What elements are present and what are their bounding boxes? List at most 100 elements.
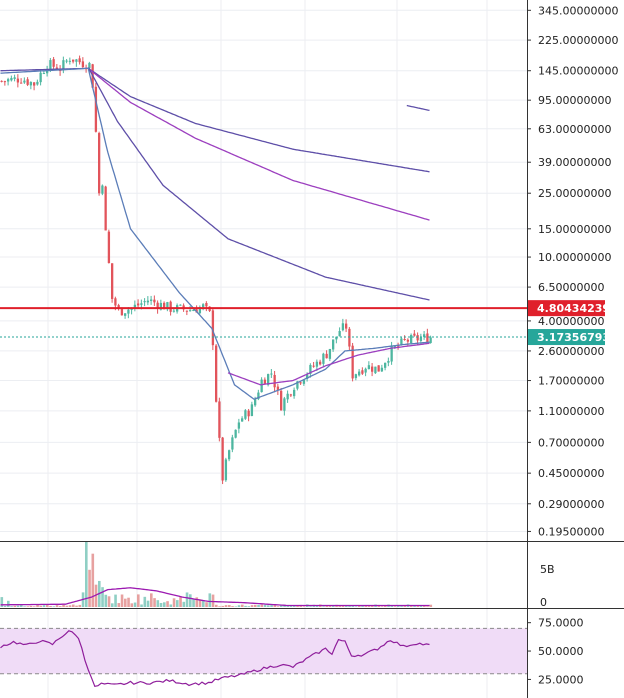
candle xyxy=(153,295,156,306)
volume-bar xyxy=(169,604,173,607)
candle xyxy=(426,328,429,344)
price-tick-label: 345.00000000 xyxy=(538,4,618,17)
volume-bar xyxy=(348,605,351,607)
candle xyxy=(62,56,65,74)
candle xyxy=(283,396,286,416)
candle xyxy=(124,313,127,319)
volume-bar xyxy=(244,605,247,607)
candle xyxy=(68,57,72,65)
price-axis: 345.00000000 225.00000000 145.00000000 95.0… xyxy=(527,4,618,686)
volume-bar xyxy=(46,604,49,607)
volume-bar xyxy=(150,593,153,607)
volume-bar xyxy=(88,569,91,607)
candle xyxy=(358,369,361,377)
volume-bar xyxy=(13,605,17,607)
candle xyxy=(75,58,78,67)
volume-bar xyxy=(345,605,348,607)
price-tick-label: 95.00000000 xyxy=(538,94,611,107)
volume-bar xyxy=(267,605,270,607)
candle xyxy=(325,350,328,359)
candle xyxy=(374,366,377,375)
candle xyxy=(231,434,234,453)
price-tick-label: 225.00000000 xyxy=(538,34,618,47)
volume-bar xyxy=(338,605,342,607)
candle xyxy=(150,295,153,305)
volume-bar xyxy=(403,605,407,607)
candle xyxy=(263,377,267,384)
candle xyxy=(241,416,244,422)
candle xyxy=(319,359,322,366)
volume-bar xyxy=(143,596,147,607)
candle xyxy=(367,361,371,370)
horizontal-lines xyxy=(0,307,527,338)
volume-bar xyxy=(273,604,277,607)
candle xyxy=(332,339,335,352)
volume-bar xyxy=(289,605,293,607)
volume-bar xyxy=(315,605,319,607)
volume-bar xyxy=(332,605,335,607)
candle xyxy=(257,389,260,401)
candle xyxy=(371,363,374,377)
volume-bar xyxy=(172,598,176,607)
candle xyxy=(39,69,42,86)
candle xyxy=(143,298,146,307)
candle xyxy=(429,335,432,344)
volume-bar xyxy=(241,604,244,607)
volume-tick-label: 0 xyxy=(540,596,547,609)
volume-bar xyxy=(55,605,59,607)
price-tick-label: 145.00000000 xyxy=(538,65,618,78)
candle xyxy=(309,363,312,378)
candle xyxy=(72,59,75,64)
candle xyxy=(341,318,345,332)
candle xyxy=(111,263,114,303)
candle xyxy=(107,229,111,264)
volume-tick-label: 5B xyxy=(540,563,555,576)
candle xyxy=(52,56,55,69)
volume-bar xyxy=(416,605,420,607)
volume-bar xyxy=(257,605,260,607)
rsi-background xyxy=(0,627,527,675)
volume-bar xyxy=(393,606,397,607)
resistance-price-tag: 4.80434239 xyxy=(528,300,610,317)
moving-average-line-2 xyxy=(87,67,430,301)
current-price-tag: 3.17356793 xyxy=(528,329,610,346)
candle xyxy=(345,319,348,333)
moving-average-line-3 xyxy=(0,67,430,400)
volume-bar xyxy=(224,605,228,607)
volume-bar xyxy=(166,601,169,607)
volume-bar xyxy=(371,605,374,607)
volume-bar xyxy=(189,594,192,607)
volume-bar xyxy=(247,606,251,607)
rsi-band xyxy=(0,628,527,674)
volume-bar xyxy=(117,603,121,607)
volume-bar xyxy=(49,605,52,607)
volume-bar xyxy=(198,599,202,607)
candle xyxy=(335,336,338,344)
candle xyxy=(228,449,231,462)
price-tick-label: 2.60000000 xyxy=(538,345,604,358)
candle xyxy=(351,342,354,382)
volume-bar xyxy=(107,596,111,607)
price-tick-label: 10.00000000 xyxy=(538,251,611,264)
volume-bar xyxy=(325,605,329,607)
volume-bar xyxy=(293,605,296,607)
candle xyxy=(26,77,29,87)
volume-bar xyxy=(426,606,429,607)
volume-bar xyxy=(380,606,384,607)
candle xyxy=(380,364,384,372)
price-tick-label: 4.00000000 xyxy=(538,315,604,328)
price-tick-label: 0.70000000 xyxy=(538,436,604,449)
volume-bar xyxy=(120,594,124,607)
candle xyxy=(280,387,283,411)
volume-bar xyxy=(400,606,403,607)
svg-text:3.17356793: 3.17356793 xyxy=(537,331,610,344)
volume-bar xyxy=(228,605,231,607)
candle xyxy=(312,361,315,368)
volume-bar xyxy=(250,605,254,607)
volume-bar xyxy=(182,601,186,607)
candle xyxy=(156,300,159,314)
volume-bar xyxy=(276,606,280,607)
candle xyxy=(234,429,237,439)
volume-bar xyxy=(322,606,325,607)
